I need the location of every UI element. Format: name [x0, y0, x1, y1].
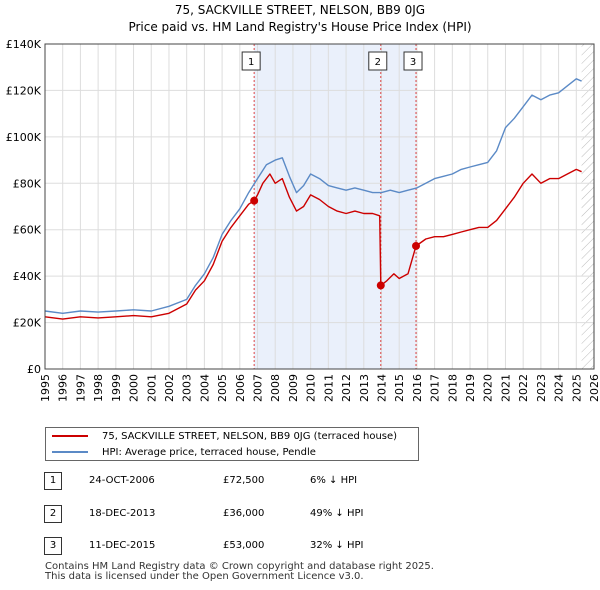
x-tick-label: 2007: [252, 374, 265, 402]
y-tick-label: £80K: [13, 177, 42, 190]
sale-hpi-diff: 6% ↓ HPI: [310, 475, 358, 486]
sale-point: [376, 281, 385, 290]
sale-number-badge: 3: [44, 537, 62, 555]
legend-item-property: 75, SACKVILLE STREET, NELSON, BB9 0JG (t…: [52, 429, 397, 445]
legend-label-property: 75, SACKVILLE STREET, NELSON, BB9 0JG (t…: [102, 431, 398, 442]
table-row: 1 24-OCT-2006 £72,500 6% ↓ HPI: [40, 472, 580, 492]
y-tick-label: £40K: [13, 270, 42, 283]
x-tick-label: 2010: [305, 374, 318, 402]
sale-marker-label: 2: [375, 57, 381, 68]
sale-date: 24-OCT-2006: [89, 475, 155, 486]
legend-item-hpi: HPI: Average price, terraced house, Pend…: [52, 445, 316, 461]
legend-label-hpi: HPI: Average price, terraced house, Pend…: [102, 447, 316, 458]
x-tick-label: 2024: [553, 374, 566, 402]
x-tick-label: 2009: [287, 374, 300, 402]
sale-hpi-diff: 49% ↓ HPI: [310, 508, 364, 519]
hpi-line: [44, 78, 582, 314]
sale-date: 11-DEC-2015: [89, 540, 156, 551]
x-tick-label: 2023: [535, 374, 548, 402]
sale-number-badge: 1: [44, 472, 62, 490]
x-tick-label: 1997: [74, 374, 87, 402]
sale-marker-badge: [241, 51, 261, 71]
x-tick-label: 2001: [145, 374, 158, 402]
x-tick-label: 1999: [110, 374, 123, 402]
sale-price: £53,000: [223, 540, 265, 551]
chart-title: 75, SACKVILLE STREET, NELSON, BB9 0JG: [175, 3, 425, 17]
footer: Contains HM Land Registry data © Crown c…: [45, 562, 434, 582]
x-tick-label: 2018: [446, 374, 459, 402]
legend-swatch-blue-line: [52, 451, 88, 453]
property-price-line: [44, 168, 582, 320]
x-tick-label: 1995: [39, 374, 52, 402]
x-tick-label: 2021: [499, 374, 512, 402]
sale-price: £72,500: [223, 475, 265, 486]
price-chart: 75, SACKVILLE STREET, NELSON, BB9 0JG Pr…: [6, 3, 600, 402]
x-tick-label: 2017: [429, 374, 442, 402]
x-tick-label: 2019: [464, 374, 477, 402]
x-tick-label: 2008: [269, 374, 282, 402]
x-tick-label: 2000: [128, 374, 141, 402]
x-tick-label: 2006: [234, 374, 247, 402]
x-tick-label: 2003: [181, 374, 194, 402]
sale-marker-badge: [403, 51, 423, 71]
x-tick-label: 2022: [517, 374, 530, 402]
sale-marker-badge: [368, 51, 388, 71]
future-hatch: [581, 44, 594, 369]
shaded-period: [254, 44, 417, 369]
y-tick-label: £20K: [13, 317, 42, 330]
x-tick-label: 2005: [216, 374, 229, 402]
footer-copyright: Contains HM Land Registry data © Crown c…: [45, 561, 434, 572]
y-tick-label: £120K: [6, 84, 42, 97]
x-tick-label: 2015: [393, 374, 406, 402]
sale-hpi-diff: 32% ↓ HPI: [310, 540, 364, 551]
sale-point: [412, 241, 421, 250]
sale-number-badge: 2: [44, 505, 62, 523]
y-tick-label: £100K: [6, 131, 42, 144]
legend: 75, SACKVILLE STREET, NELSON, BB9 0JG (t…: [45, 427, 419, 461]
x-tick-label: 2012: [340, 374, 353, 402]
sale-marker-label: 1: [248, 57, 254, 68]
chart-subtitle: Price paid vs. HM Land Registry's House …: [128, 20, 471, 34]
y-tick-label: £140K: [6, 38, 42, 51]
sale-marker-label: 3: [410, 57, 416, 68]
table-row: 3 11-DEC-2015 £53,000 32% ↓ HPI: [40, 537, 580, 557]
sale-point: [250, 196, 259, 205]
table-row: 2 18-DEC-2013 £36,000 49% ↓ HPI: [40, 505, 580, 525]
sale-date: 18-DEC-2013: [89, 508, 156, 519]
x-tick-label: 1998: [92, 374, 105, 402]
x-tick-label: 2025: [570, 374, 583, 402]
x-tick-label: 1996: [57, 374, 70, 402]
x-tick-label: 2020: [482, 374, 495, 402]
x-tick-label: 2026: [588, 374, 600, 402]
x-tick-label: 2016: [411, 374, 424, 402]
footer-licence: This data is licensed under the Open Gov…: [45, 571, 364, 582]
x-tick-label: 2014: [375, 374, 388, 402]
x-tick-label: 2011: [322, 374, 335, 402]
y-tick-label: £60K: [13, 224, 42, 237]
y-tick-label: £0: [27, 363, 41, 376]
x-tick-label: 2002: [163, 374, 176, 402]
x-tick-label: 2004: [198, 374, 211, 402]
legend-swatch-red-line: [52, 435, 88, 437]
x-tick-label: 2013: [358, 374, 371, 402]
plot-frame: [44, 43, 595, 370]
sale-price: £36,000: [223, 508, 265, 519]
